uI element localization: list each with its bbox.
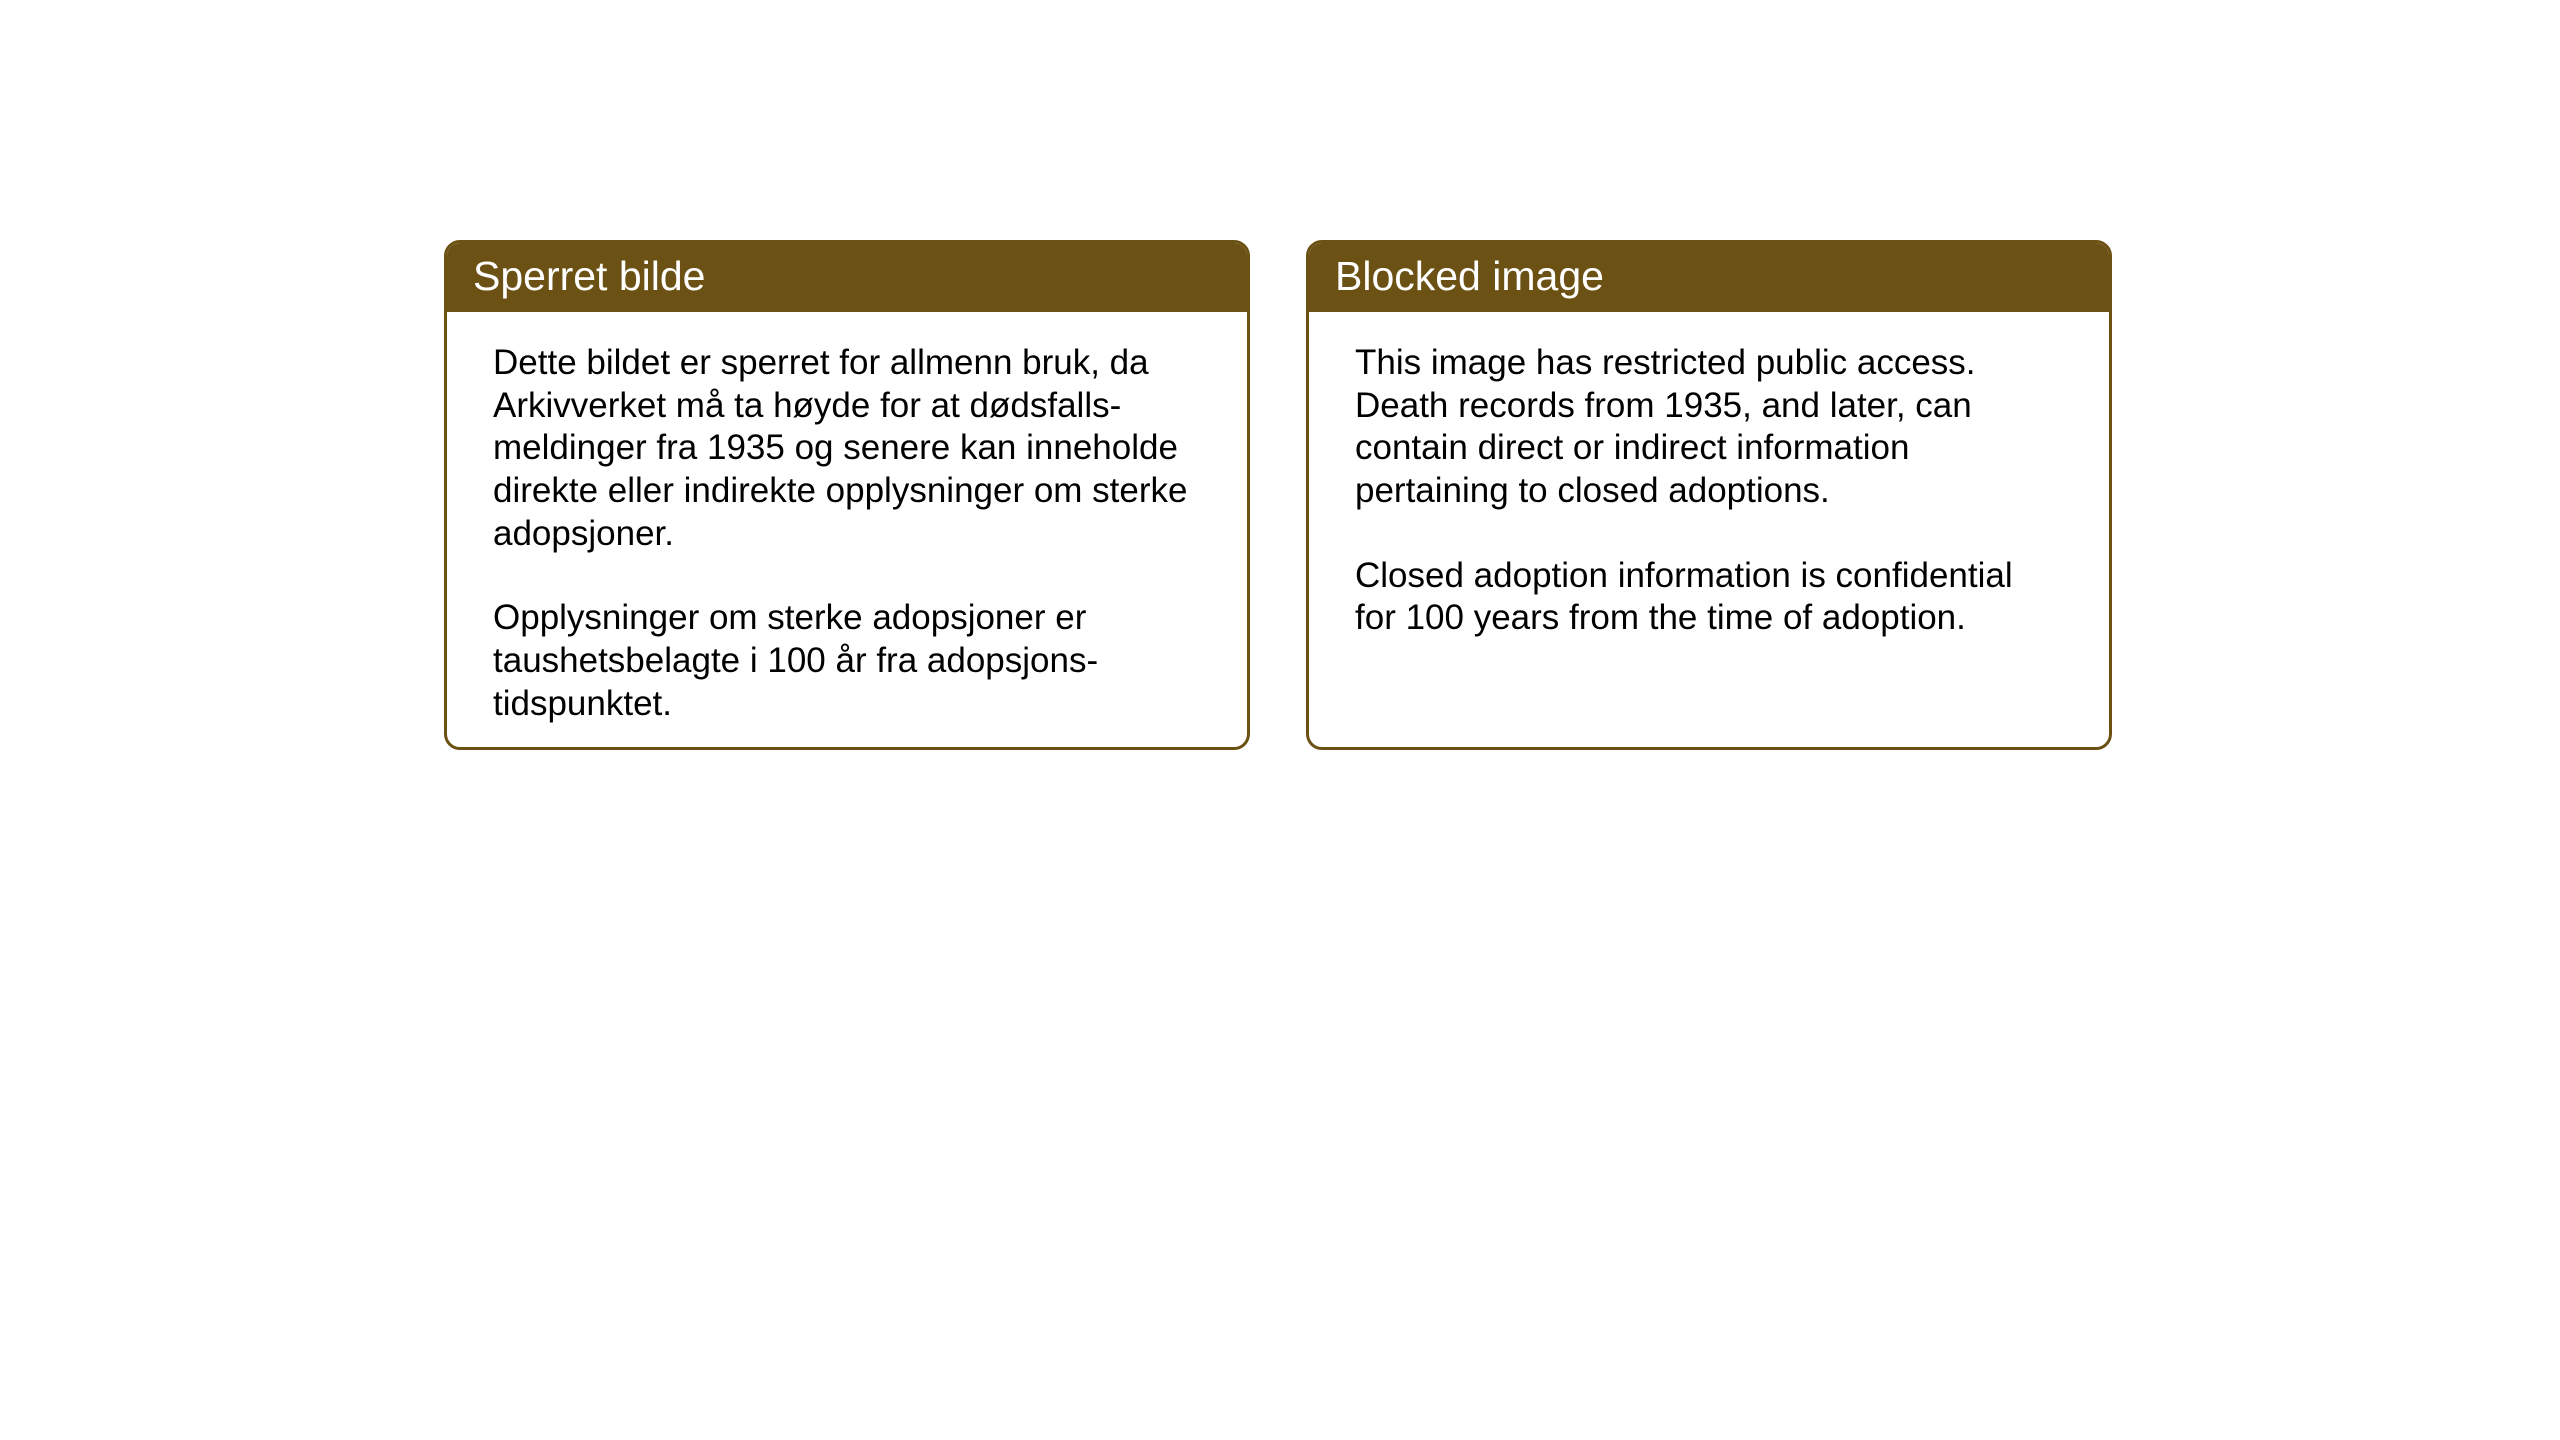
card-title-english: Blocked image xyxy=(1335,253,1604,299)
card-title-norwegian: Sperret bilde xyxy=(473,253,705,299)
card-header-norwegian: Sperret bilde xyxy=(447,243,1247,312)
card-norwegian: Sperret bilde Dette bildet er sperret fo… xyxy=(444,240,1250,750)
card-paragraph1-english: This image has restricted public access.… xyxy=(1355,342,2063,513)
card-paragraph1-norwegian: Dette bildet er sperret for allmenn bruk… xyxy=(493,342,1201,555)
card-english: Blocked image This image has restricted … xyxy=(1306,240,2112,750)
card-paragraph2-norwegian: Opplysninger om sterke adopsjoner er tau… xyxy=(493,597,1201,725)
card-body-english: This image has restricted public access.… xyxy=(1309,312,2109,684)
card-header-english: Blocked image xyxy=(1309,243,2109,312)
card-body-norwegian: Dette bildet er sperret for allmenn bruk… xyxy=(447,312,1247,750)
cards-container: Sperret bilde Dette bildet er sperret fo… xyxy=(0,0,2560,750)
card-paragraph2-english: Closed adoption information is confident… xyxy=(1355,555,2063,640)
